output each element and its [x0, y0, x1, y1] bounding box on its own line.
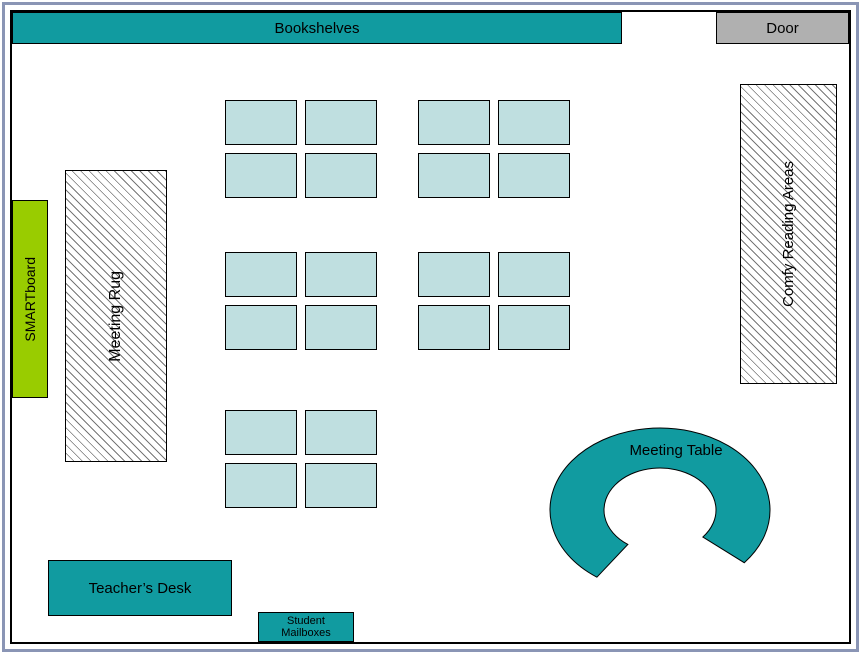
meeting-table: [546, 424, 774, 648]
student-desk: [225, 252, 297, 297]
meeting-rug-label: Meeting Rug: [107, 271, 125, 362]
student-desk: [225, 153, 297, 198]
student-desk: [305, 153, 377, 198]
student-mailboxes-label: StudentMailboxes: [281, 615, 331, 639]
door: Door: [716, 12, 849, 44]
student-desk: [225, 410, 297, 455]
student-desk: [225, 100, 297, 145]
student-desk: [498, 100, 570, 145]
student-desk: [305, 100, 377, 145]
student-desk: [418, 252, 490, 297]
floorplan-canvas: Bookshelves Door SMARTboard Meeting Rug Comf…: [0, 0, 861, 654]
meeting-rug: Meeting Rug: [65, 170, 167, 462]
student-desk: [305, 305, 377, 350]
student-desk: [418, 100, 490, 145]
student-mailboxes: StudentMailboxes: [258, 612, 354, 642]
bookshelves: Bookshelves: [12, 12, 622, 44]
smartboard-label: SMARTboard: [22, 257, 38, 342]
smartboard: SMARTboard: [12, 200, 48, 398]
student-desk: [305, 410, 377, 455]
student-desk: [225, 463, 297, 508]
student-desk: [498, 305, 570, 350]
student-desk: [305, 463, 377, 508]
student-desk: [225, 305, 297, 350]
student-desk: [305, 252, 377, 297]
student-desk: [498, 252, 570, 297]
comfy-reading-areas-label: Comfy Reading Areas: [780, 161, 797, 307]
comfy-reading-areas: Comfy Reading Areas: [740, 84, 837, 384]
student-desk: [418, 305, 490, 350]
teachers-desk: Teacher’s Desk: [48, 560, 232, 616]
student-desk: [498, 153, 570, 198]
student-desk: [418, 153, 490, 198]
